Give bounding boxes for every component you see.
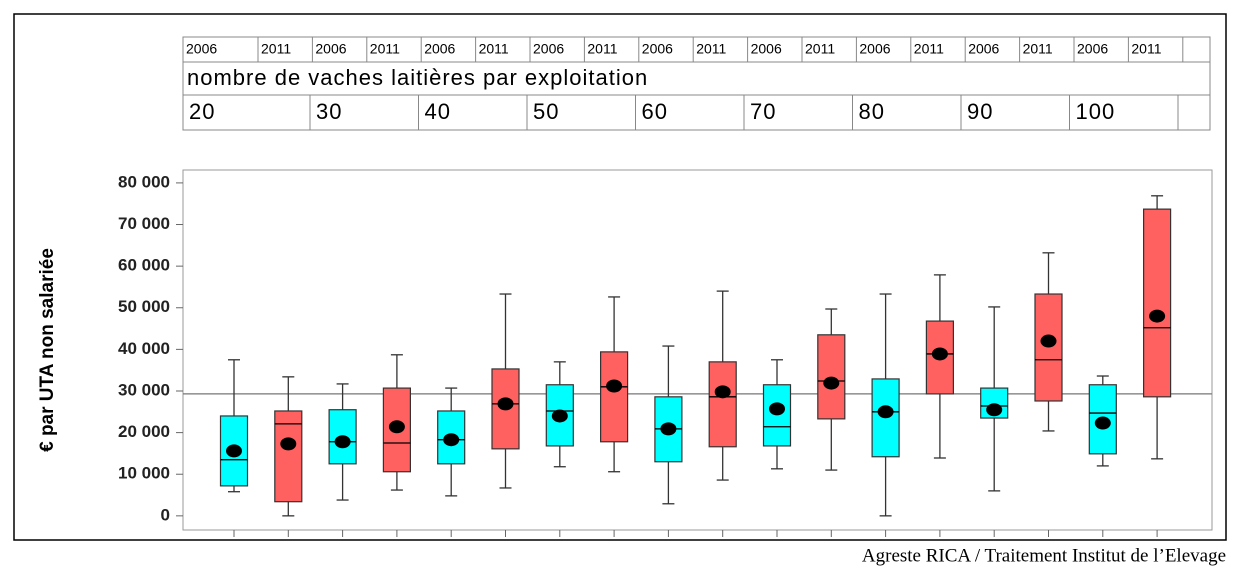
header-year: 2006 [859,41,890,57]
y-tick-label: 20 000 [118,422,170,441]
group-label: 40 [425,99,451,124]
mean [1149,309,1166,323]
mean [443,433,460,447]
mean [877,405,894,419]
mean [606,379,623,393]
frame [13,13,1227,541]
header-year: 2011 [1131,41,1161,57]
plot-area [182,169,1213,531]
header-year: 2011 [914,41,944,57]
header-year: 2011 [479,41,509,57]
source: Agreste RICA / Traitement Institut de l’… [862,545,1226,566]
header-year: 2006 [533,41,564,57]
mean [714,385,731,399]
y-tick-label: 70 000 [118,214,170,233]
header-year: 2006 [315,41,346,57]
y-tick-label: 40 000 [118,339,170,358]
y-tick-label: 0 [161,505,170,524]
header-table [182,36,1211,131]
y-tick-label: 30 000 [118,380,170,399]
header-year: 2006 [1077,41,1108,57]
y-tick-label: 60 000 [118,256,170,275]
header-year: 2011 [587,41,617,57]
group-label: 70 [750,99,776,124]
group-label: 50 [533,99,559,124]
box [1142,208,1172,398]
header-year: 2006 [424,41,455,57]
box [599,351,629,443]
mean [226,444,242,458]
mean [334,435,351,449]
header-year: 2011 [370,41,400,57]
y-axis-label: € par UTA non salariée [37,248,58,452]
group-label: 90 [967,99,993,124]
y-tick-label: 50 000 [118,297,170,316]
header-year: 2006 [642,41,673,57]
header-year: 2006 [186,41,217,57]
group-label: 20 [189,99,215,124]
mean [1094,416,1111,430]
group-label: 100 [1076,99,1116,124]
mean [497,397,514,411]
mean [280,437,297,451]
mean [1040,334,1057,348]
header-year: 2011 [261,41,291,57]
mean [823,376,840,390]
header-year: 2006 [751,41,782,57]
mean [769,402,785,416]
header-year: 2011 [805,41,835,57]
mean [660,422,677,436]
mean [986,403,1003,417]
y-tick-label: 80 000 [118,172,170,191]
group-label: 30 [316,99,342,124]
header-year: 2011 [696,41,726,57]
mean [388,420,405,434]
box [274,410,303,503]
header-year: 2011 [1023,41,1053,57]
header-year: 2006 [968,41,999,57]
mean [931,347,948,361]
header-title: nombre de vaches laitières par exploitat… [187,65,648,90]
group-label: 80 [859,99,885,124]
group-label: 60 [642,99,668,124]
y-tick-label: 10 000 [118,464,170,483]
box [708,361,737,448]
mean [551,409,568,423]
box [871,378,900,458]
